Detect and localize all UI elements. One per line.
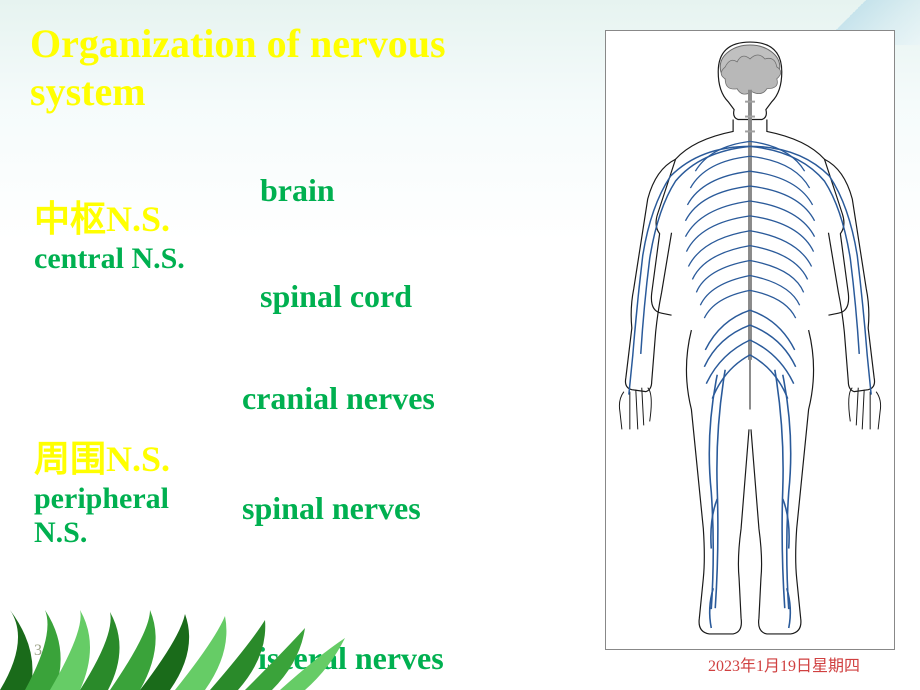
grass-decoration: [0, 610, 350, 690]
section-central: 中枢N.S. central N.S.: [34, 190, 185, 276]
nervous-system-figure: [605, 30, 895, 650]
body-diagram-svg: [606, 31, 894, 649]
central-cn-label: 中枢N.S.: [34, 190, 185, 242]
slide-title: Organization of nervous system: [30, 20, 530, 116]
item-spinal-nerves: spinal nerves: [242, 490, 421, 527]
central-en-label: central N.S.: [34, 242, 185, 276]
peripheral-en-label: peripheral N.S.: [34, 482, 214, 550]
peripheral-cn-label: 周围N.S.: [34, 430, 214, 482]
section-peripheral: 周围N.S. peripheral N.S.: [34, 430, 214, 550]
item-spinal-cord: spinal cord: [260, 278, 412, 315]
timestamp: 2023年1月19日星期四: [708, 652, 860, 676]
page-number: 3: [34, 642, 42, 660]
item-cranial-nerves: cranial nerves: [242, 380, 435, 417]
item-brain: brain: [260, 172, 335, 209]
